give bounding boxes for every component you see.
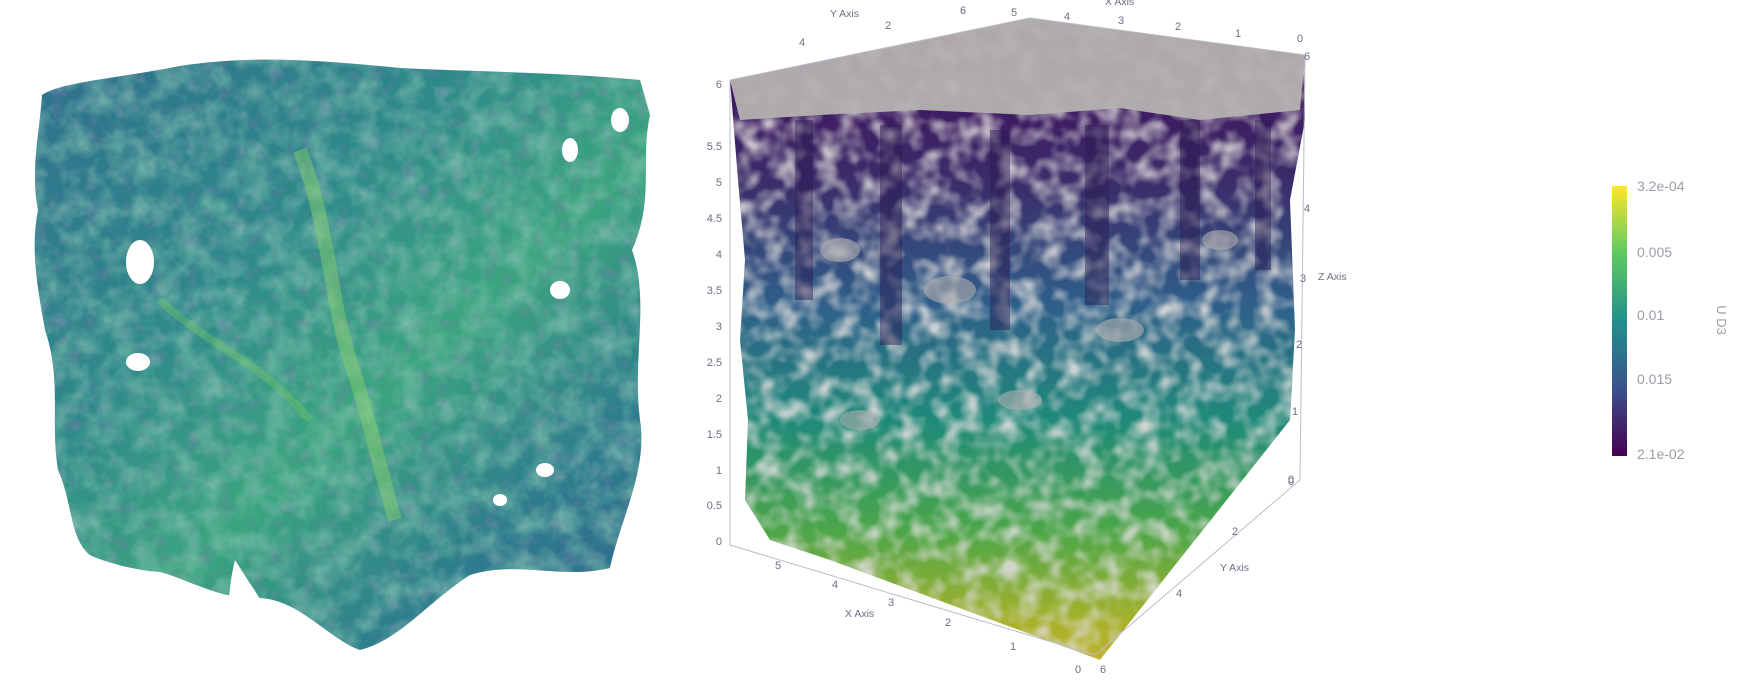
z-tick-5: 5 [716,177,722,189]
x-top-tick-4: 4 [1064,11,1070,23]
x-bottom-tick-2: 2 [945,617,951,629]
z-tick-1: 1 [716,465,722,477]
x-axis-label-bottom: X Axis [845,608,874,620]
y-top-tick-2: 2 [885,20,891,32]
volume-pores [126,108,629,677]
volume-render-view[interactable] [0,0,700,677]
colorbar-gradient [1612,186,1627,456]
x-top-tick-5: 5 [1011,7,1017,19]
z-tick-3: 3 [716,321,722,333]
colorbar-title: U D3 [1714,305,1729,335]
z-tick-4: 4 [716,249,722,261]
y-top-tick-4: 4 [799,37,805,49]
x-axis-label-top: X Axis [1105,0,1134,8]
colorbar-tick-min: 2.1e-02 [1637,446,1685,462]
colorbar-tick-0.01: 0.01 [1637,307,1664,323]
z-tick-6: 6 [716,79,722,91]
z-right-tick-6: 6 [1304,51,1310,63]
colorbar-tick-0.005: 0.005 [1637,244,1672,260]
x-bottom-tick-3: 3 [888,597,894,609]
x-top-tick-3: 3 [1118,15,1124,27]
y-bottom-tick-4: 4 [1176,588,1182,600]
x-top-tick-0: 0 [1297,33,1303,45]
x-bottom-tick-4: 4 [832,579,838,591]
x-bottom-tick-0: 0 [1075,664,1081,676]
z-right-tick-1: 1 [1292,406,1298,418]
colorbar-tick-0.015: 0.015 [1637,371,1672,387]
volume-render-panel [0,0,700,677]
colorbar-tick-max: 3.2e-04 [1637,178,1685,194]
z-tick-3.5: 3.5 [707,285,722,297]
z-tick-2.5: 2.5 [707,357,722,369]
z-tick-2: 2 [716,393,722,405]
z-tick-1.5: 1.5 [707,429,722,441]
porous-volume [34,59,651,651]
x-top-tick-6: 6 [960,5,966,17]
x-bottom-tick-5: 5 [775,560,781,572]
z-tick-5.5: 5.5 [707,141,722,153]
isosurface-render-panel: 0 0.5 1 1.5 2 2.5 3 3.5 4 4.5 5 5.5 6 Z … [662,0,1740,677]
z-right-tick-3: 3 [1300,273,1306,285]
x-top-tick-1: 1 [1235,28,1241,40]
x-top-tick-2: 2 [1175,21,1181,33]
z-tick-0.5: 0.5 [707,500,722,512]
x-axis-bottom-ticks: 5 4 3 2 1 0 [775,560,1081,676]
axes-box [729,17,1306,656]
z-right-tick-4: 4 [1304,203,1310,215]
y-axis-label-bottom: Y Axis [1220,562,1249,574]
z-axis-left-ticks: 0 0.5 1 1.5 2 2.5 3 3.5 4 4.5 5 5.5 6 [707,79,722,548]
z-axis-right-ticks: 6 4 3 2 1 0 [1288,51,1310,488]
colored-structure [730,18,1305,660]
z-right-tick-2: 2 [1296,339,1302,351]
y-bottom-tick-6: 6 [1100,664,1106,676]
y-axis-bottom-ticks: 0 2 4 6 [1100,474,1294,676]
y-bottom-tick-2: 2 [1232,526,1238,538]
y-bottom-tick-0: 0 [1288,474,1294,486]
z-right-tick-0: 0 [1288,476,1294,488]
isosurface-render-view[interactable]: 0 0.5 1 1.5 2 2.5 3 3.5 4 4.5 5 5.5 6 Z … [662,0,1740,677]
x-bottom-tick-1: 1 [1010,641,1016,653]
z-tick-4.5: 4.5 [707,213,722,225]
z-tick-0: 0 [716,536,722,548]
colorbar: 3.2e-04 0.005 0.01 0.015 2.1e-02 U D3 [1612,178,1729,462]
y-axis-label-top: Y Axis [830,8,859,20]
z-axis-label-right: Z Axis [1318,271,1347,283]
top-axis-ticks: 6 5 4 3 2 1 0 4 2 [799,5,1303,49]
